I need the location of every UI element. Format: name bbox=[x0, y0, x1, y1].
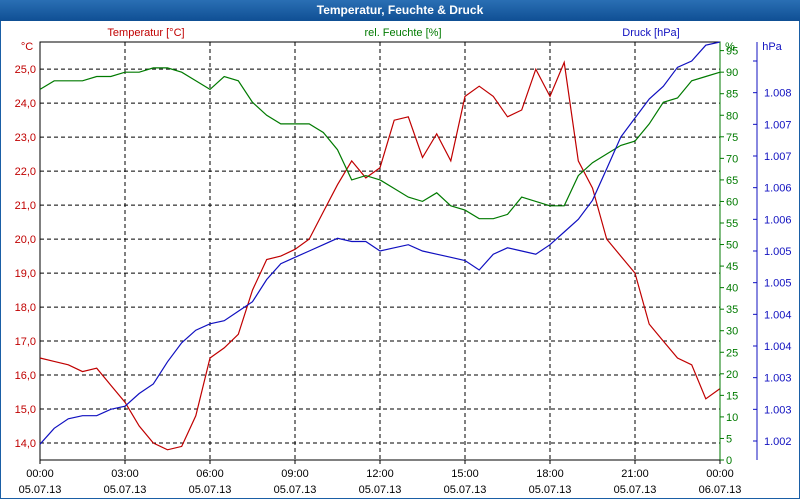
x-tick-label-date: 05.07.13 bbox=[274, 484, 317, 496]
humidity-tick-label: 20 bbox=[726, 369, 738, 381]
humidity-tick-label: 55 bbox=[726, 218, 738, 230]
x-tick-label-date: 05.07.13 bbox=[104, 484, 147, 496]
x-tick-label-date: 05.07.13 bbox=[359, 484, 402, 496]
pressure-tick-label: 1.006 bbox=[764, 183, 792, 195]
axes: 00:00 05.07.13 03:00 05.07.13 06:00 05.07.13 0… bbox=[15, 42, 792, 496]
humidity-tick-label: 10 bbox=[726, 412, 738, 424]
humidity-tick-label: 35 bbox=[726, 304, 738, 316]
temp-tick-label: 16,0 bbox=[15, 370, 36, 382]
pressure-tick-label: 1.008 bbox=[764, 88, 792, 100]
x-tick-label-time: 09:00 bbox=[281, 468, 309, 480]
x-tick-label-time: 06:00 bbox=[196, 468, 224, 480]
pressure-tick-label: 1.007 bbox=[764, 151, 792, 163]
humidity-line bbox=[39, 67, 721, 220]
humidity-tick-label: 70 bbox=[726, 153, 738, 165]
x-tick-label-time: 21:00 bbox=[621, 468, 649, 480]
x-tick-label-date: 05.07.13 bbox=[444, 484, 487, 496]
humidity-tick-label: 0 bbox=[726, 455, 732, 467]
temp-axis-title: Temperatur [°C] bbox=[107, 27, 184, 39]
humidity-tick-label: 75 bbox=[726, 132, 738, 144]
x-tick-label-time: 12:00 bbox=[366, 468, 394, 480]
pressure-line bbox=[39, 41, 721, 445]
humidity-tick-label: 40 bbox=[726, 283, 738, 295]
pressure-tick-label: 1.006 bbox=[764, 214, 792, 226]
temp-tick-label: 15,0 bbox=[15, 404, 36, 416]
x-tick-label-time: 18:00 bbox=[536, 468, 564, 480]
humidity-tick-label: 50 bbox=[726, 240, 738, 252]
humidity-axis-title: rel. Feuchte [%] bbox=[364, 27, 441, 39]
humidity-tick-label: 25 bbox=[726, 347, 738, 359]
temp-tick-label: 24,0 bbox=[15, 98, 36, 110]
x-tick-label-date: 05.07.13 bbox=[19, 484, 62, 496]
humidity-tick-label: 65 bbox=[726, 175, 738, 187]
pressure-axis-title: Druck [hPa] bbox=[622, 27, 679, 39]
pressure-tick-label: 1.004 bbox=[764, 341, 792, 353]
x-tick-label-time: 00:00 bbox=[26, 468, 54, 480]
temp-tick-label: 22,0 bbox=[15, 166, 36, 178]
humidity-tick-label: 95 bbox=[726, 46, 738, 58]
humidity-tick-label: 85 bbox=[726, 89, 738, 101]
humidity-tick-label: 80 bbox=[726, 110, 738, 122]
pressure-tick-label: 1.003 bbox=[764, 373, 792, 385]
pressure-tick-label: 1.005 bbox=[764, 278, 792, 290]
x-tick-label-time: 03:00 bbox=[111, 468, 139, 480]
temp-tick-label: 21,0 bbox=[15, 200, 36, 212]
window-title: Temperatur, Feuchte & Druck bbox=[0, 0, 800, 21]
humidity-tick-label: 30 bbox=[726, 326, 738, 338]
humidity-unit-label: % bbox=[725, 41, 735, 53]
humidity-tick-label: 90 bbox=[726, 67, 738, 79]
x-tick-label-date: 05.07.13 bbox=[529, 484, 572, 496]
pressure-tick-label: 1.004 bbox=[764, 309, 792, 321]
x-tick-label-date: 05.07.13 bbox=[614, 484, 657, 496]
pressure-unit-label: hPa bbox=[762, 41, 782, 53]
humidity-tick-label: 60 bbox=[726, 196, 738, 208]
temp-unit-label: °C bbox=[21, 41, 33, 53]
pressure-tick-label: 1.003 bbox=[764, 404, 792, 416]
humidity-tick-label: 5 bbox=[726, 433, 732, 445]
pressure-tick-label: 1.007 bbox=[764, 119, 792, 131]
x-tick-label-time: 00:00 bbox=[706, 468, 734, 480]
temp-tick-label: 25,0 bbox=[15, 64, 36, 76]
temperature-line bbox=[39, 60, 721, 451]
temp-tick-label: 17,0 bbox=[15, 336, 36, 348]
humidity-tick-label: 15 bbox=[726, 390, 738, 402]
temp-tick-label: 19,0 bbox=[15, 268, 36, 280]
x-tick-label-date: 06.07.13 bbox=[699, 484, 742, 496]
temp-tick-label: 20,0 bbox=[15, 234, 36, 246]
temp-tick-label: 14,0 bbox=[15, 438, 36, 450]
series-lines bbox=[39, 41, 721, 451]
temp-tick-label: 23,0 bbox=[15, 132, 36, 144]
pressure-tick-label: 1.002 bbox=[764, 436, 792, 448]
humidity-tick-label: 45 bbox=[726, 261, 738, 273]
temp-tick-label: 18,0 bbox=[15, 302, 36, 314]
x-tick-label-date: 05.07.13 bbox=[189, 484, 232, 496]
x-tick-label-time: 15:00 bbox=[451, 468, 479, 480]
pressure-tick-label: 1.005 bbox=[764, 246, 792, 258]
